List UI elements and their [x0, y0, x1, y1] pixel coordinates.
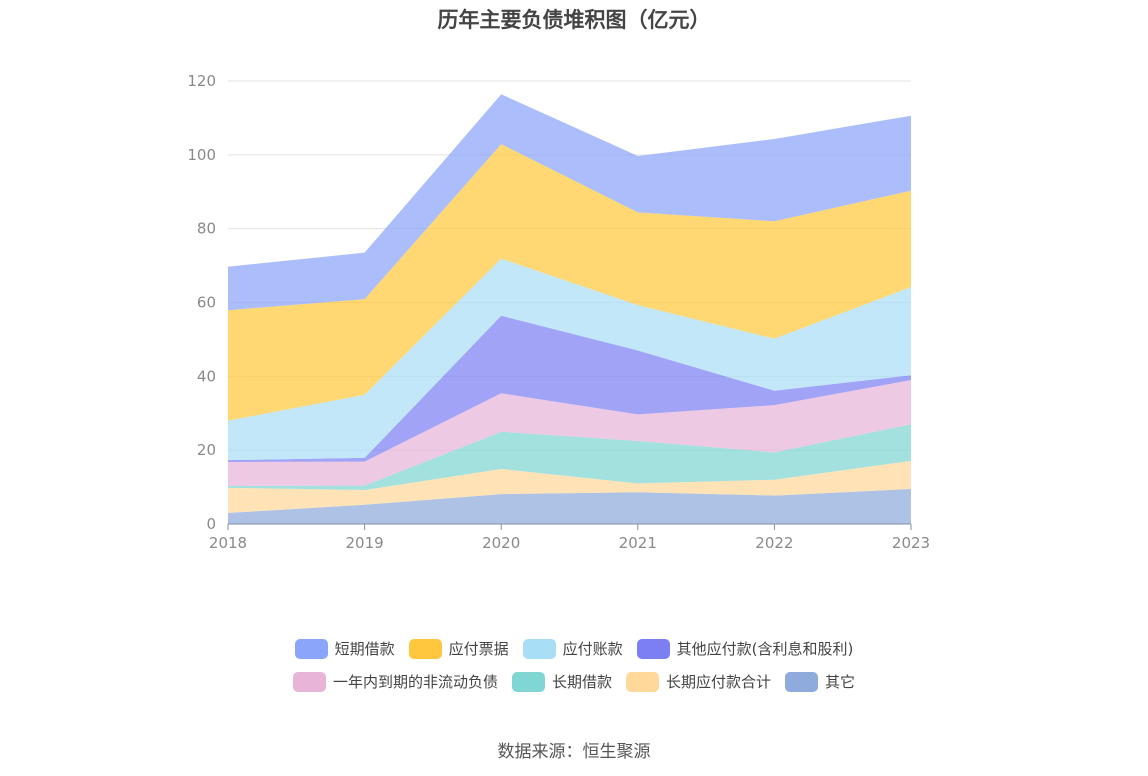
legend-label: 其他应付款(含利息和股利)	[676, 640, 854, 658]
legend-label: 短期借款	[334, 640, 395, 658]
x-tick-label: 2018	[209, 534, 247, 552]
x-tick-label: 2023	[892, 534, 930, 552]
data-source-note: 数据来源：恒生聚源	[497, 742, 651, 762]
legend-swatch	[294, 638, 328, 659]
legend-swatch	[626, 671, 659, 692]
y-tick-label: 80	[197, 220, 216, 238]
y-tick-label: 100	[187, 146, 216, 164]
legend-swatch	[785, 671, 819, 692]
y-tick-label: 20	[197, 441, 216, 459]
legend-item[interactable]: 应付票据	[408, 638, 509, 659]
legend-label: 应付账款	[562, 640, 623, 658]
legend-item[interactable]: 其他应付款(含利息和股利)	[636, 638, 854, 659]
legend-item[interactable]: 一年内到期的非流动负债	[292, 671, 498, 692]
legend-item[interactable]: 其它	[785, 671, 855, 692]
area-series	[228, 94, 911, 524]
area-series-7	[228, 144, 911, 421]
area-series-4	[228, 380, 911, 486]
stacked-area-chart: 0 20 40 60 80 100 120 2018 2019 2020 2021 2022 2023	[187, 72, 930, 552]
y-tick-label: 40	[197, 367, 216, 385]
legend-item[interactable]: 应付账款	[522, 638, 623, 659]
legend-item[interactable]: 长期借款	[511, 671, 612, 692]
y-tick-label: 0	[206, 515, 216, 533]
area-series-6	[228, 258, 911, 461]
legend-swatch	[522, 638, 556, 659]
legend-label: 长期应付款合计	[666, 673, 772, 691]
legend-label: 应付票据	[448, 640, 509, 658]
legend-swatch	[636, 638, 670, 659]
x-tick-label: 2020	[482, 534, 520, 552]
legend-swatch	[292, 671, 326, 692]
legend-item[interactable]: 长期应付款合计	[626, 671, 771, 692]
legend-label: 长期借款	[551, 673, 612, 691]
legend-item[interactable]: 短期借款	[294, 638, 395, 659]
area-series-8	[228, 94, 911, 311]
chart-legend: 短期借款 应付票据 应付账款 其他应付款(含利息和股利) 一年内到期的非流动负债 长期借…	[0, 638, 1148, 704]
x-tick-label: 2021	[619, 534, 657, 552]
area-series-1	[228, 488, 911, 524]
area-series-3	[228, 424, 911, 491]
legend-row-2: 一年内到期的非流动负债 长期借款 长期应付款合计 其它	[0, 671, 1148, 692]
legend-swatch	[408, 638, 442, 659]
y-tick-label: 120	[187, 72, 216, 90]
x-tick-label: 2019	[346, 534, 384, 552]
area-series-2	[228, 460, 911, 513]
y-tick-label: 60	[197, 294, 216, 312]
chart-title: 历年主要负债堆积图（亿元）	[437, 8, 711, 32]
area-series-5	[228, 315, 911, 462]
legend-row-1: 短期借款 应付票据 应付账款 其他应付款(含利息和股利)	[0, 638, 1148, 659]
x-tick-label: 2022	[755, 534, 793, 552]
legend-label: 一年内到期的非流动负债	[332, 673, 498, 691]
legend-label: 其它	[825, 673, 856, 691]
legend-swatch	[511, 671, 545, 692]
axes: 0 20 40 60 80 100 120 2018 2019 2020 2021 2022 2023	[187, 72, 930, 552]
